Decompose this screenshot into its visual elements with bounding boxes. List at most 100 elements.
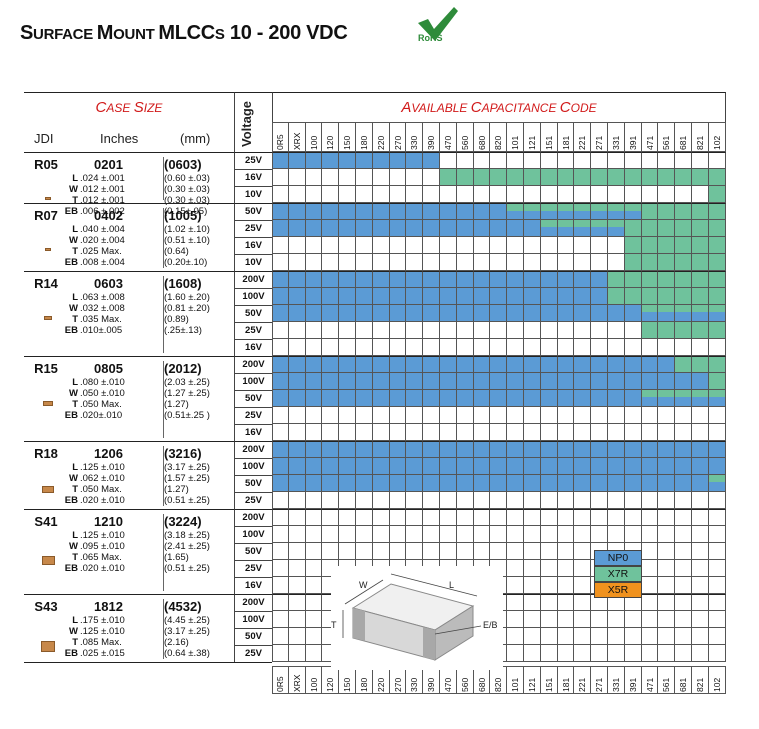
cap-cell [608, 220, 625, 237]
cap-cell [641, 594, 659, 611]
cap-header-cell [288, 122, 306, 152]
cap-cell [658, 152, 676, 169]
cap-cell [456, 220, 474, 237]
voltage-cell: 200V [234, 271, 272, 288]
cap-cell [608, 645, 625, 662]
cap-cell [675, 339, 692, 356]
cap-cell [675, 390, 692, 407]
cap-header-cell [339, 122, 356, 152]
cap-cell [356, 526, 373, 543]
case-block-s43: S43 1812 (4532) L .175 ±.010 (4.45 ±.25) W .125… [24, 594, 234, 662]
case-dim-mm: (1.27) [164, 399, 189, 410]
cap-header-cell [574, 122, 592, 152]
cap-cell [624, 441, 642, 458]
cap-cell [658, 509, 676, 526]
cap-cell [473, 322, 491, 339]
cap-cell [574, 645, 592, 662]
cap-cell [272, 152, 289, 169]
cap-cell [305, 373, 323, 390]
cap-cell [708, 611, 726, 628]
cap-cell [272, 373, 289, 390]
cap-cell [372, 152, 390, 169]
cap-cell [490, 407, 508, 424]
cap-cell [658, 407, 676, 424]
cap-cell [524, 288, 541, 305]
cap-cell [389, 475, 407, 492]
cap-cell [473, 169, 491, 186]
cap-cell [658, 645, 676, 662]
cap-cell [372, 220, 390, 237]
cap-cell [423, 288, 440, 305]
cap-cell [473, 186, 491, 203]
cap-cell [272, 322, 289, 339]
cap-cell [339, 407, 356, 424]
cap-cell [574, 628, 592, 645]
cap-cell [473, 475, 491, 492]
cap-cell [423, 356, 440, 373]
voltage-cell: 10V [234, 254, 272, 271]
cap-cell [423, 339, 440, 356]
cap-cell [675, 526, 692, 543]
cap-cell [708, 186, 726, 203]
cap-cell [591, 407, 608, 424]
voltage-cell: 25V [234, 152, 272, 169]
cap-cell [524, 271, 541, 288]
cap-cell [272, 594, 289, 611]
cap-cell [305, 203, 323, 220]
cap-cell [608, 356, 625, 373]
cap-cell [608, 203, 625, 220]
cap-cell [440, 475, 457, 492]
cap-cell [423, 526, 440, 543]
cap-cell [272, 645, 289, 662]
cap-cell [591, 356, 608, 373]
cap-cell [389, 254, 407, 271]
cap-cell [490, 356, 508, 373]
cap-cell [356, 339, 373, 356]
cap-cell [708, 526, 726, 543]
cap-cell [473, 339, 491, 356]
cap-footer-cell [524, 666, 541, 694]
cap-cell [608, 271, 625, 288]
case-mm: (1608) [164, 276, 202, 291]
cap-footer-cell [574, 666, 592, 694]
cap-cell [524, 339, 541, 356]
case-jdi: R15 [34, 361, 58, 376]
case-dim-l: L .024 ±.001 [72, 173, 125, 184]
cap-cell [658, 237, 676, 254]
cap-cell [423, 458, 440, 475]
cap-cell [540, 407, 558, 424]
cap-cell [591, 645, 608, 662]
cap-cell [406, 152, 424, 169]
cap-cell [322, 475, 340, 492]
cap-header-cell [591, 122, 608, 152]
case-dim-mm: (1.60 ±.20) [164, 292, 210, 303]
cap-cell [372, 356, 390, 373]
cap-cell [473, 305, 491, 322]
cap-cell [557, 152, 575, 169]
cap-cell [372, 169, 390, 186]
voltage-cell: 50V [234, 628, 272, 645]
cap-cell [389, 441, 407, 458]
cap-cell [675, 237, 692, 254]
cap-cell [507, 169, 524, 186]
cap-cell [406, 509, 424, 526]
cap-cell [675, 543, 692, 560]
cap-cell [658, 594, 676, 611]
cap-cell [456, 356, 474, 373]
voltage-cell: 100V [234, 526, 272, 543]
case-chip-icon [41, 556, 55, 565]
cap-cell [557, 373, 575, 390]
cap-cell [305, 220, 323, 237]
cap-cell [692, 526, 709, 543]
cap-footer-cell [608, 666, 625, 694]
cap-cell [288, 645, 306, 662]
cap-cell [591, 169, 608, 186]
cap-cell [624, 271, 642, 288]
cap-cell [507, 186, 524, 203]
cap-cell [440, 203, 457, 220]
cap-cell [708, 577, 726, 594]
cap-cell [641, 356, 659, 373]
cap-cell [356, 288, 373, 305]
cap-cell [591, 152, 608, 169]
case-dim-mm: (0.30 ±.03) [164, 195, 210, 206]
